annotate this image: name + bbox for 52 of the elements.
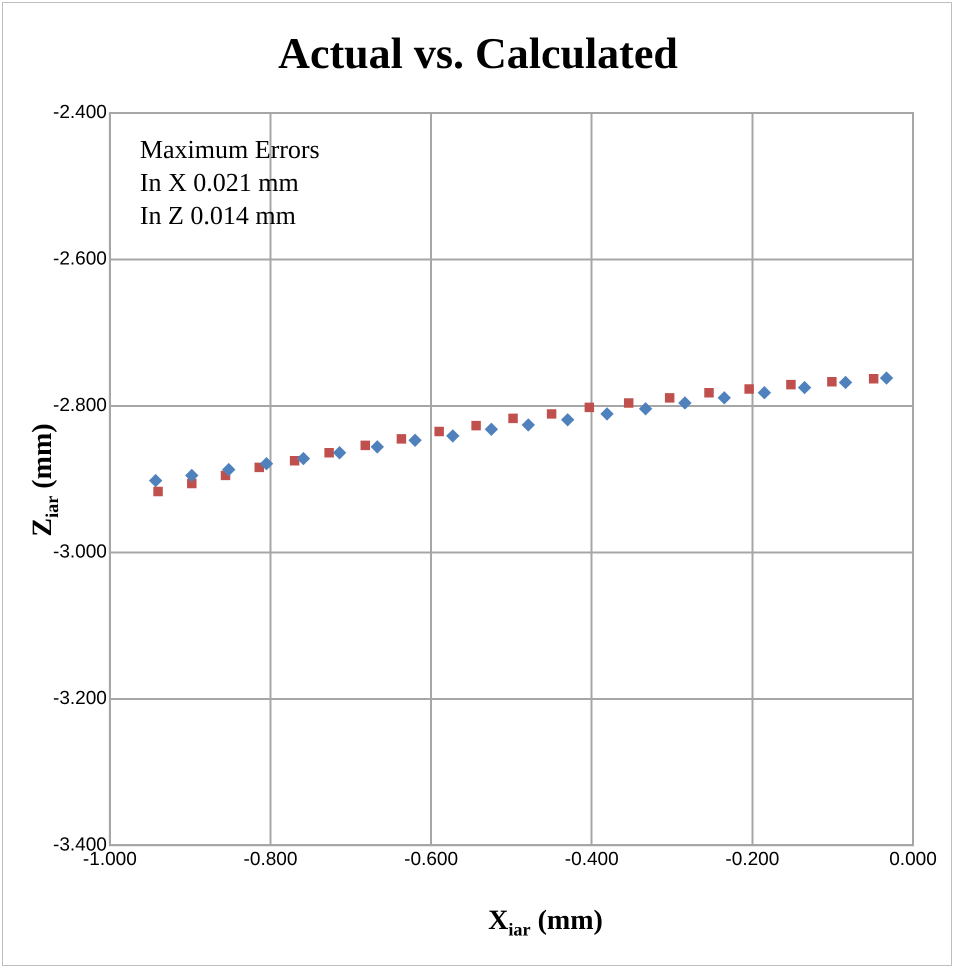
x-tick-label: -0.600	[404, 848, 458, 870]
point	[370, 440, 384, 454]
point	[360, 440, 370, 450]
chart-title: Actual vs. Calculated	[277, 28, 679, 79]
point	[508, 414, 518, 424]
point	[396, 434, 406, 444]
point	[546, 409, 556, 419]
y-tick-label: -3.200	[53, 688, 107, 709]
point	[153, 486, 163, 496]
point	[798, 381, 812, 394]
point	[718, 391, 731, 404]
point	[484, 422, 498, 436]
point	[324, 448, 334, 458]
y-tick-label: -3.000	[53, 542, 107, 563]
x-tick-label: -0.200	[725, 848, 780, 870]
y-tick-label: -2.400	[53, 102, 107, 124]
point	[149, 474, 162, 488]
point	[185, 468, 198, 482]
point	[408, 434, 422, 447]
point	[333, 446, 346, 460]
x-axis-title: X$_{iar}$ (mm)	[487, 905, 604, 941]
annotation: In Z 0.014 mm	[140, 201, 296, 230]
point	[827, 376, 837, 386]
point	[758, 386, 771, 400]
point	[290, 456, 300, 466]
point	[664, 393, 674, 403]
point	[561, 413, 574, 426]
point	[446, 429, 460, 442]
point	[600, 407, 614, 420]
y-tick-label: -2.600	[53, 248, 107, 270]
point	[744, 384, 754, 394]
point	[624, 398, 634, 408]
point	[786, 380, 796, 390]
point	[678, 396, 692, 410]
point	[296, 452, 310, 466]
point	[868, 374, 878, 384]
point	[260, 457, 273, 470]
annotation: In X 0.021 mm	[140, 168, 299, 197]
x-tick-label: -0.400	[564, 848, 619, 870]
y-tick-label: -2.800	[53, 395, 107, 416]
point	[522, 418, 535, 432]
annotation: Maximum Errors	[140, 135, 320, 164]
point	[222, 463, 236, 476]
point	[880, 372, 893, 385]
point	[639, 402, 652, 416]
point	[434, 426, 444, 436]
x-tick-label: 0.000	[889, 848, 937, 870]
x-tick-label: -0.800	[244, 848, 298, 870]
point	[584, 402, 594, 412]
point	[471, 420, 481, 430]
point	[839, 376, 852, 389]
point	[704, 388, 714, 398]
